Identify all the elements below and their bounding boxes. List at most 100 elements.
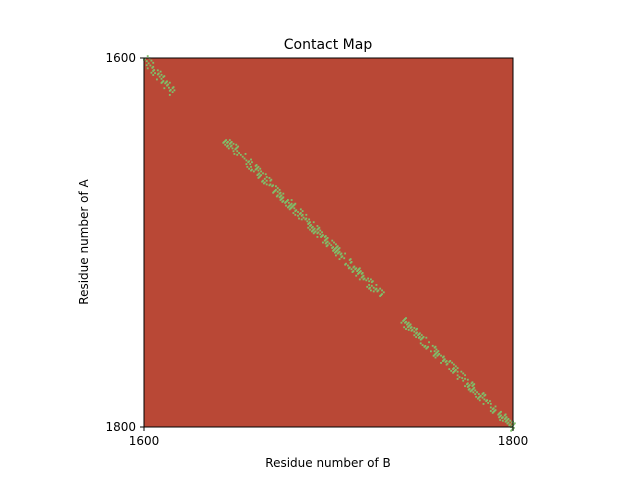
contact-cell [446,362,449,365]
contact-cell [489,410,492,412]
contact-cell [163,87,166,90]
contact-cell [440,362,442,364]
x-axis-ticks: 1600 1800 [129,427,528,448]
contact-cell [418,332,421,335]
contact-cell [162,80,165,82]
contact-cell [431,344,434,347]
contact-cell [416,331,418,334]
contact-cell [158,75,161,78]
contact-cell [381,293,383,296]
contact-cell [507,421,510,424]
contact-cell [287,199,289,201]
contact-cell [260,170,263,173]
contact-cell [509,419,512,422]
contact-cell [256,166,259,169]
contact-cell [338,250,341,253]
contact-cell [434,345,437,348]
contact-cell [456,374,459,377]
contact-cell [332,246,335,249]
contact-cell [313,231,316,234]
contact-cell [478,399,481,402]
contact-cell [292,212,295,214]
contact-cell [424,345,427,347]
contact-cell [481,396,484,399]
x-axis-label: Residue number of B [265,456,390,470]
contact-cell [476,391,478,394]
contact-cell [316,232,319,235]
contact-cell [468,384,471,387]
contact-cell [256,174,259,177]
contact-cell [353,265,356,268]
contact-cell [239,153,242,156]
contact-cell [231,147,234,150]
contact-cell [150,71,153,74]
contact-cell [456,378,459,380]
contact-cell [299,212,302,214]
contact-cell [322,234,324,237]
contact-cell [173,89,176,92]
contact-cell [319,229,322,232]
contact-cell [282,192,285,195]
contact-cell [250,165,252,168]
contact-cell [366,285,369,288]
x-tick-label: 1600 [129,434,160,448]
contact-cell [316,225,319,227]
contact-cell [275,185,277,188]
contact-cell [505,416,508,419]
contact-cell [500,410,502,413]
contact-cell [355,274,358,277]
contact-cell [309,221,311,224]
contact-cell [325,241,328,244]
contact-cell [372,290,375,293]
contact-cell [448,368,451,371]
contact-cell [262,172,264,175]
contact-cell [330,244,333,247]
contact-cell [436,354,439,357]
contact-cell [276,194,279,197]
contact-cell [406,323,408,326]
contact-cell [287,201,290,204]
y-tick-label: 1600 [105,51,136,65]
contact-cell [297,211,299,213]
contact-cell [489,406,492,409]
contact-cell [152,65,155,68]
contact-cell [144,58,146,60]
contact-cell [333,249,335,251]
contact-cell [276,187,279,190]
contact-cell [345,262,347,265]
contact-cell [252,170,255,173]
contact-cell [280,198,283,201]
contact-cell [500,414,502,417]
contact-cell [434,356,437,359]
contact-cell [285,204,287,207]
contact-cell [362,278,365,281]
contact-cell [269,179,272,182]
contact-cell [164,82,167,85]
contact-cell [413,330,416,333]
contact-cell [438,353,441,355]
contact-cell [290,199,293,201]
contact-cell [235,147,238,150]
contact-cell [316,228,319,231]
contact-cell [335,254,337,257]
contact-cell [411,328,414,331]
contact-cell [404,318,406,320]
contact-cell [245,163,248,166]
contact-cell [365,279,368,282]
contact-cell [407,325,410,328]
contact-cell [248,160,251,163]
contact-cell [444,361,447,363]
contact-cell [407,321,410,324]
contact-cell [308,218,311,221]
contact-cell [504,417,507,420]
contact-cell [334,251,336,254]
contact-cell [282,200,285,202]
contact-cell [453,363,455,366]
contact-cell [336,249,339,251]
contact-cell [370,281,373,284]
contact-cell [257,169,260,172]
contact-cell [372,286,375,289]
contact-cell [358,267,361,270]
contact-cell [146,55,149,58]
